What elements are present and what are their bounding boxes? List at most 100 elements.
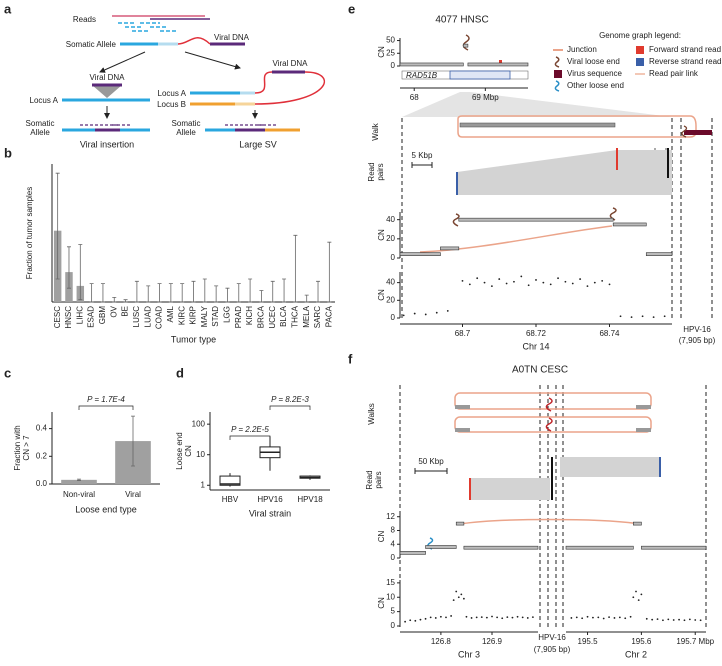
y-tick-label: 0 xyxy=(391,313,396,322)
scale-label: 50 Kbp xyxy=(418,457,444,466)
error-bar xyxy=(259,290,264,303)
y-axis-label: Fraction of tumor samples xyxy=(25,187,34,279)
label: Viral DNA xyxy=(273,59,309,68)
depth-point xyxy=(460,593,463,596)
depth-point xyxy=(435,311,438,314)
error-bar xyxy=(146,285,151,303)
depth-point xyxy=(470,617,473,619)
depth-point xyxy=(452,599,455,602)
depth-point xyxy=(635,590,637,593)
depth-point xyxy=(651,618,654,621)
y-tick-label: 1 xyxy=(201,480,206,489)
y-tick-label: 0 xyxy=(391,621,396,630)
caption: Viral insertion xyxy=(80,139,134,149)
error-bar xyxy=(327,241,332,303)
row-label: Read xyxy=(365,470,374,489)
error-bar xyxy=(225,287,230,303)
x-axis-label: Tumor type xyxy=(171,334,216,344)
panel-label: f xyxy=(348,351,353,366)
y-axis-label: CN xyxy=(377,229,386,241)
label: Viral DNA xyxy=(90,73,126,82)
y-tick-label: 20 xyxy=(386,234,395,243)
depth-point xyxy=(586,615,589,618)
x-tick-label: COAD xyxy=(155,306,164,329)
x-tick-label: LGG xyxy=(223,306,232,323)
x-axis-label: Loose end type xyxy=(75,504,137,514)
x-tick-label: KICH xyxy=(245,306,254,325)
walk-node xyxy=(636,405,651,409)
viral-loose-end xyxy=(609,207,617,221)
depth-point xyxy=(608,283,611,286)
error-bar xyxy=(100,283,105,303)
error-bar xyxy=(89,283,94,303)
y-tick-label: 8 xyxy=(391,526,396,535)
error-bar xyxy=(293,234,298,303)
virus-label: HPV-16 xyxy=(538,633,566,642)
y-tick-label: 40 xyxy=(386,278,395,287)
depth-point xyxy=(586,285,589,288)
x-tick-label: LUSC xyxy=(132,306,141,328)
bar xyxy=(61,479,97,484)
legend-label: Other loose end xyxy=(567,81,624,90)
depth-point xyxy=(496,616,499,619)
cn-segment xyxy=(633,521,642,526)
depth-point xyxy=(663,315,666,318)
y-axis-label: CN xyxy=(377,531,386,543)
label: Locus B xyxy=(157,100,186,109)
depth-point xyxy=(678,618,680,621)
panel-title: A0TN CESC xyxy=(512,365,568,376)
x-tick-label: PRAD xyxy=(234,306,243,328)
error-bar xyxy=(112,297,117,303)
panel-title: 4077 HNSC xyxy=(435,15,488,26)
cn-segment xyxy=(641,545,707,550)
depth-point xyxy=(424,617,427,620)
error-bar xyxy=(168,283,173,303)
error-bar xyxy=(180,283,185,303)
error-bar xyxy=(131,415,135,467)
depth-point xyxy=(424,313,427,316)
cn-segment xyxy=(425,545,457,549)
depth-point xyxy=(402,314,405,317)
depth-point xyxy=(457,596,460,599)
y-axis-label: CN xyxy=(377,289,386,301)
panel-label: c xyxy=(4,365,11,380)
depth-point xyxy=(455,590,458,593)
depth-point xyxy=(526,617,529,619)
legend-label: Reverse strand read xyxy=(649,57,721,66)
depth-point xyxy=(637,599,640,602)
cn-segment xyxy=(399,551,426,555)
depth-point xyxy=(413,312,416,315)
caption: Large SV xyxy=(239,139,277,149)
viral-loose-end xyxy=(452,213,460,227)
error-bar xyxy=(316,280,321,303)
y-tick-label: 25 xyxy=(386,48,395,57)
x-axis-label: Chr 3 xyxy=(458,649,480,659)
legend-label: Junction xyxy=(567,45,597,54)
x-tick-label: SARC xyxy=(313,306,322,328)
y-axis-label: Loose end xyxy=(175,432,184,469)
label: Allele xyxy=(176,128,196,137)
error-bar xyxy=(123,299,128,303)
depth-point xyxy=(640,593,643,596)
depth-point xyxy=(570,617,573,619)
depth-point xyxy=(404,620,407,623)
panel-label: d xyxy=(176,365,184,380)
depth-point xyxy=(652,316,655,319)
x-tick-label: BRCA xyxy=(257,305,266,328)
y-tick-label: 10 xyxy=(386,592,395,601)
legend-label: Virus sequence xyxy=(567,69,623,78)
x-tick-label: THCA xyxy=(290,305,299,327)
depth-point xyxy=(434,617,437,619)
y-tick-label: 100 xyxy=(192,419,206,428)
depth-point xyxy=(619,315,622,318)
depth-point xyxy=(579,278,582,280)
arrow xyxy=(184,51,241,70)
p-value: P = 2.2E-5 xyxy=(231,425,269,434)
depth-point xyxy=(613,617,616,619)
depth-point xyxy=(688,618,691,621)
junction xyxy=(459,518,641,525)
depth-point xyxy=(531,616,534,618)
label: Reads xyxy=(73,15,96,24)
cn-segment xyxy=(458,217,614,222)
